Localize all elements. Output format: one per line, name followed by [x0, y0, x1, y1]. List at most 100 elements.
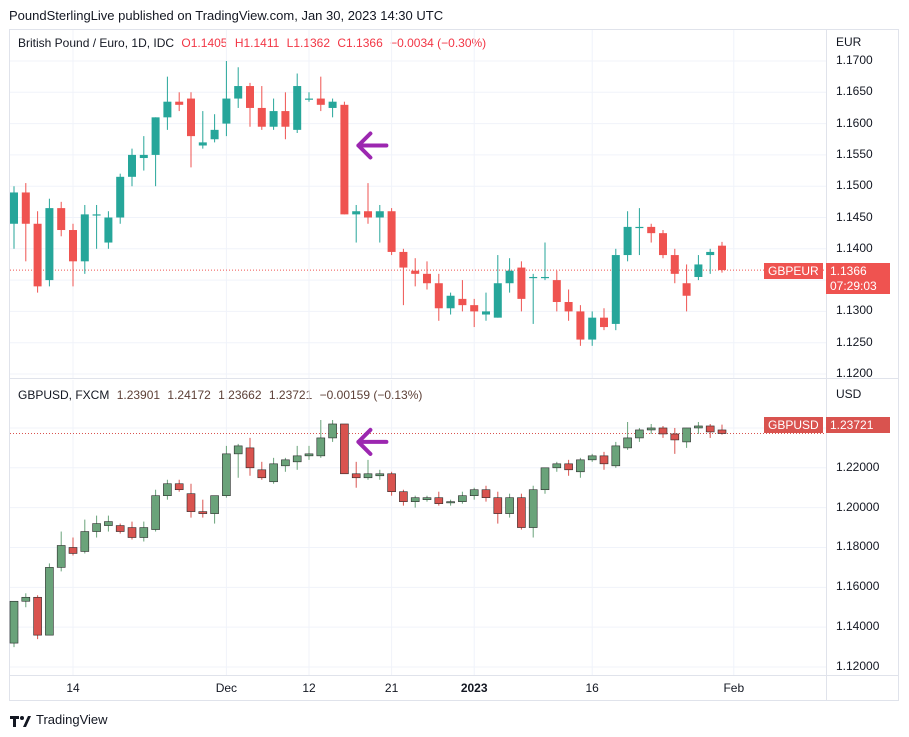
y-tick-label: 1.14000: [836, 619, 880, 634]
candle-body: [635, 429, 644, 439]
candle-body: [222, 453, 231, 496]
candle-body: [245, 447, 255, 469]
y-tick-label: 1.18000: [836, 539, 880, 554]
candle-body: [292, 455, 302, 463]
tradingview-logo-icon: [10, 715, 31, 727]
candle-body: [175, 101, 184, 105]
candle-body: [517, 267, 526, 299]
candle-body: [529, 276, 538, 279]
candle-body: [293, 86, 302, 130]
candle-body: [233, 445, 243, 455]
x-tick-label: 21: [384, 681, 399, 695]
candle-body: [33, 223, 42, 287]
candle-body: [269, 111, 278, 127]
candle-body: [411, 270, 420, 274]
candle-body: [647, 226, 656, 234]
candle-body: [600, 317, 608, 328]
candle-body: [33, 596, 42, 636]
arrow-annotation: [356, 131, 389, 160]
candle-body: [588, 317, 597, 340]
x-tick-label: 14: [66, 681, 80, 695]
candle-body: [222, 98, 231, 124]
y-tick-label: 1.12000: [836, 659, 880, 673]
candle-body: [706, 251, 715, 256]
candle-body: [246, 86, 254, 108]
candle-body: [694, 264, 703, 277]
publisher-header: PoundSterlingLive published on TradingVi…: [9, 8, 444, 23]
candle-body: [528, 489, 538, 528]
tradingview-footer[interactable]: TradingView: [10, 712, 108, 727]
candle-body: [564, 302, 573, 312]
candle-body: [57, 208, 66, 231]
candle-body: [635, 226, 644, 229]
candle-body: [210, 129, 219, 140]
y-tick-label: 1.1450: [836, 209, 873, 224]
candle-body: [718, 245, 726, 271]
candle-body: [92, 214, 101, 216]
candle-body: [104, 217, 113, 243]
candle-body: [611, 255, 620, 324]
candle-body: [80, 214, 89, 262]
candle-body: [305, 98, 313, 100]
candle-body: [115, 525, 125, 532]
candle-body: [92, 523, 101, 532]
candle-body: [399, 251, 408, 268]
candle-body: [682, 427, 691, 443]
candle-body: [340, 104, 349, 215]
y-tick-label: 1.1400: [836, 240, 873, 255]
x-tick-label: Feb: [723, 681, 745, 695]
candle-body: [658, 427, 668, 435]
ohlc-low: L1.1362: [286, 36, 331, 50]
ohlc-high: H1.1411: [234, 36, 280, 50]
candle-body: [174, 483, 184, 491]
candle-body: [328, 101, 337, 108]
candle-body: [694, 425, 703, 429]
legend-gbpeur: British Pound / Euro, 1D, IDC O1.1405 H1…: [18, 36, 486, 50]
ohlc-low: 1.23662: [218, 388, 262, 402]
candle-body: [469, 489, 479, 496]
candle-body: [316, 98, 325, 105]
candle-body: [198, 511, 208, 514]
price-tag-symbol-gbpusd: GBPUSD: [764, 417, 823, 433]
candle-body: [56, 545, 66, 568]
candle-body: [281, 459, 290, 467]
candle-body: [717, 429, 727, 434]
candle-body: [104, 521, 113, 526]
candle-body: [127, 527, 137, 538]
candle-body: [387, 211, 396, 252]
candle-body: [682, 283, 691, 296]
candle-body: [21, 596, 31, 602]
candle-body: [576, 311, 585, 340]
y-tick-label: 1.1700: [836, 53, 873, 67]
candle-body: [564, 463, 573, 471]
ohlc-close: C1.1366: [337, 36, 383, 50]
candle-body: [493, 283, 502, 318]
candle-body: [163, 483, 172, 496]
ohlc-close: 1.23721: [268, 388, 313, 402]
y-tick-label: 1.1250: [836, 334, 873, 349]
ohlc-change: −0.00159 (−0.13%): [319, 388, 423, 402]
candle-body: [482, 311, 490, 315]
candle-body: [316, 437, 326, 457]
candle-body: [434, 497, 444, 504]
candle-body: [481, 489, 491, 498]
y-tick-label: 1.1550: [836, 146, 873, 161]
y-tick-label: 1.20000: [836, 499, 880, 514]
candle-body: [139, 527, 149, 538]
candle-body: [623, 226, 632, 256]
series-title: GBPUSD, FXCM: [18, 388, 110, 402]
x-tick-label: 12: [302, 681, 316, 695]
candle-body: [446, 501, 455, 504]
y-tick-label: 1.1300: [836, 303, 873, 318]
x-tick-label: 2023: [460, 681, 488, 695]
ohlc-open: 1.23901: [116, 388, 161, 402]
candle-body: [186, 493, 196, 512]
price-tag-value-gbpeur: 1.1366: [826, 263, 890, 279]
candle-body: [470, 305, 479, 312]
candle-body: [599, 455, 609, 465]
series-title: British Pound / Euro, 1D, IDC: [18, 36, 175, 50]
candle-body: [68, 547, 78, 554]
x-tick-label: Dec: [215, 681, 238, 695]
candle-body: [187, 98, 195, 137]
candle-body: [505, 497, 514, 514]
